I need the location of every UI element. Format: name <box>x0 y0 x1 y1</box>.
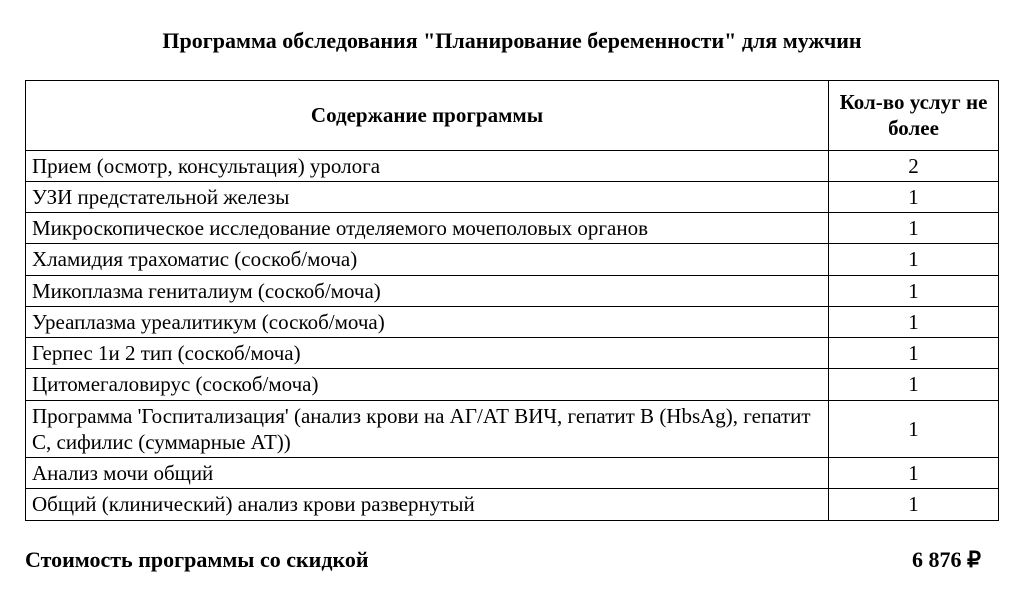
cell-service: Прием (осмотр, консультация) уролога <box>26 150 829 181</box>
cell-count: 1 <box>829 213 999 244</box>
header-service: Содержание программы <box>26 81 829 151</box>
cell-count: 1 <box>829 458 999 489</box>
cell-count: 1 <box>829 181 999 212</box>
cell-count: 1 <box>829 369 999 400</box>
cell-service: Микоплазма гениталиум (соскоб/моча) <box>26 275 829 306</box>
cell-count: 2 <box>829 150 999 181</box>
cell-service: Уреаплазма уреалитикум (соскоб/моча) <box>26 306 829 337</box>
price-footer: Стоимость программы со скидкой 6 876 ₽ <box>25 547 999 573</box>
cell-service: Цитомегаловирус (соскоб/моча) <box>26 369 829 400</box>
cell-count: 1 <box>829 489 999 520</box>
page-title: Программа обследования "Планирование бер… <box>24 28 1000 54</box>
cell-service: УЗИ предстательной железы <box>26 181 829 212</box>
program-table: Содержание программы Кол-во услуг не бол… <box>25 80 999 521</box>
table-row: Анализ мочи общий1 <box>26 458 999 489</box>
table-row: Микоплазма гениталиум (соскоб/моча)1 <box>26 275 999 306</box>
cell-service: Хламидия трахоматис (соскоб/моча) <box>26 244 829 275</box>
table-row: УЗИ предстательной железы1 <box>26 181 999 212</box>
table-row: Прием (осмотр, консультация) уролога2 <box>26 150 999 181</box>
table-header-row: Содержание программы Кол-во услуг не бол… <box>26 81 999 151</box>
cell-service: Программа 'Госпитализация' (анализ крови… <box>26 400 829 458</box>
cell-count: 1 <box>829 244 999 275</box>
cell-count: 1 <box>829 338 999 369</box>
table-row: Хламидия трахоматис (соскоб/моча)1 <box>26 244 999 275</box>
cell-count: 1 <box>829 275 999 306</box>
cell-service: Общий (клинический) анализ крови разверн… <box>26 489 829 520</box>
table-body: Прием (осмотр, консультация) уролога2УЗИ… <box>26 150 999 520</box>
table-row: Цитомегаловирус (соскоб/моча)1 <box>26 369 999 400</box>
table-row: Программа 'Госпитализация' (анализ крови… <box>26 400 999 458</box>
table-row: Уреаплазма уреалитикум (соскоб/моча)1 <box>26 306 999 337</box>
table-row: Микроскопическое исследование отделяемог… <box>26 213 999 244</box>
cell-service: Герпес 1и 2 тип (соскоб/моча) <box>26 338 829 369</box>
cell-count: 1 <box>829 306 999 337</box>
cell-service: Анализ мочи общий <box>26 458 829 489</box>
cell-count: 1 <box>829 400 999 458</box>
table-row: Герпес 1и 2 тип (соскоб/моча)1 <box>26 338 999 369</box>
header-count: Кол-во услуг не более <box>829 81 999 151</box>
cell-service: Микроскопическое исследование отделяемог… <box>26 213 829 244</box>
price-value: 6 876 ₽ <box>912 547 999 573</box>
price-label: Стоимость программы со скидкой <box>25 547 369 573</box>
table-row: Общий (клинический) анализ крови разверн… <box>26 489 999 520</box>
